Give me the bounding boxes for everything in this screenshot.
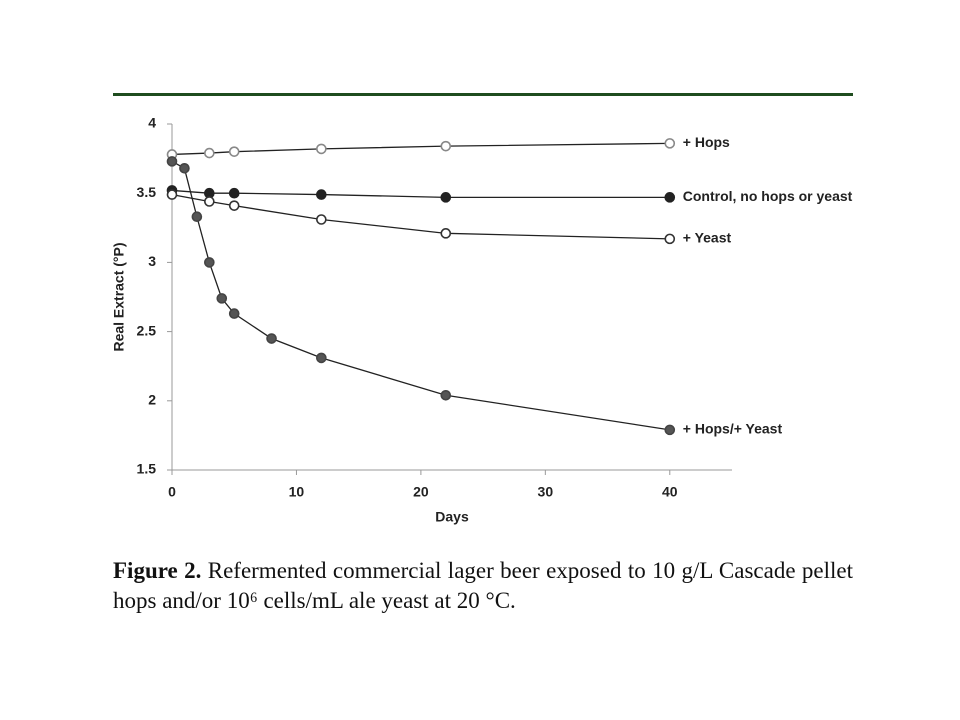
data-point <box>440 389 452 401</box>
x-tick-label: 20 <box>413 484 429 500</box>
y-axis-label: Real Extract (°P) <box>111 242 127 351</box>
data-point <box>266 333 277 344</box>
y-tick-label: 2.5 <box>137 322 157 338</box>
y-tick-label: 2 <box>148 392 156 408</box>
data-point <box>166 156 178 167</box>
data-point <box>440 228 452 239</box>
series-line <box>171 193 670 240</box>
y-tick-label: 3 <box>148 253 156 269</box>
data-point <box>316 143 327 155</box>
header-rule <box>113 93 853 96</box>
x-tick-label: 30 <box>538 484 554 500</box>
data-point <box>204 147 215 159</box>
data-point <box>316 352 327 364</box>
data-point <box>228 187 240 199</box>
series-label: + Hops/+ Yeast <box>683 421 783 437</box>
data-point <box>664 233 676 245</box>
y-tick-label: 1.5 <box>137 461 157 477</box>
data-point <box>440 192 452 203</box>
x-tick-label: 0 <box>168 484 176 500</box>
x-axis-label: Days <box>435 509 469 525</box>
series-line <box>171 142 670 156</box>
data-point <box>664 138 676 149</box>
series-label: Control, no hops or yeast <box>683 188 853 204</box>
series-label: + Yeast <box>683 230 732 246</box>
data-point <box>228 146 240 157</box>
y-tick-label: 4 <box>148 115 156 131</box>
x-tick-label: 40 <box>662 484 678 500</box>
data-point <box>179 162 190 174</box>
data-point <box>228 200 240 211</box>
series-line <box>171 189 670 199</box>
data-point <box>228 308 240 319</box>
data-point <box>316 214 327 225</box>
caption: Figure 2. Refermented commercial lager b… <box>113 556 853 616</box>
data-point <box>664 192 676 203</box>
data-point <box>166 189 178 200</box>
y-tick-label: 3.5 <box>137 184 157 200</box>
data-point <box>204 196 215 207</box>
caption-text: Refermented commercial lager beer expose… <box>113 558 853 613</box>
caption-label: Figure 2. <box>113 558 202 583</box>
series-label: + Hops <box>683 134 730 150</box>
series-line <box>171 160 670 431</box>
data-point <box>664 424 676 436</box>
data-point <box>216 293 228 304</box>
x-tick-label: 10 <box>289 484 305 500</box>
data-point <box>316 189 327 200</box>
data-point <box>191 211 203 223</box>
data-point <box>204 257 215 268</box>
data-point <box>440 140 452 152</box>
